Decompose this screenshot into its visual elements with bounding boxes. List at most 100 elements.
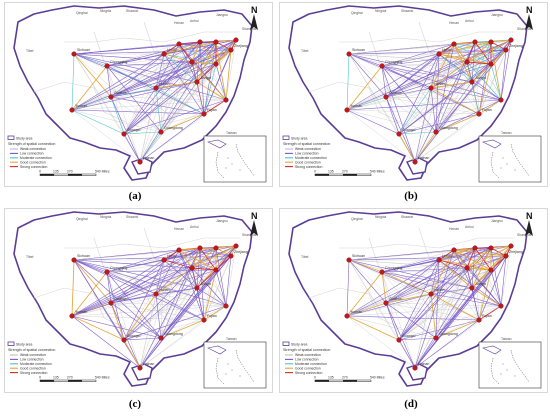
connection-line [500, 49, 507, 101]
connection-line [123, 39, 237, 135]
connection-line [430, 267, 468, 295]
city-label: Hunan [159, 288, 170, 292]
legend-boundary-label: Study area [291, 342, 308, 346]
city-node [344, 107, 350, 113]
connection-line [381, 65, 432, 89]
connection-line [430, 293, 502, 307]
legend-entry-label: Good connection [295, 366, 321, 370]
connection-line [196, 247, 201, 289]
city-node [498, 97, 504, 103]
connection-line [225, 39, 237, 101]
connection-line [160, 113, 205, 133]
city-node [476, 111, 482, 117]
province-boundary [64, 237, 240, 249]
connection-line [385, 259, 440, 304]
connection-line [215, 41, 227, 101]
connection-line [203, 99, 227, 115]
connection-line [471, 287, 502, 307]
city-node [396, 131, 402, 137]
city-label: Jiangxi [200, 282, 211, 286]
region-label: Qinghai [76, 11, 88, 15]
city-node [233, 243, 239, 249]
connection-line [106, 65, 157, 89]
connection-line [163, 249, 180, 261]
scale-tick-label: 0 [39, 170, 41, 174]
connection-line [199, 41, 232, 51]
connection-line [123, 259, 165, 341]
connection-line [106, 61, 193, 67]
connection-line [381, 43, 455, 67]
province-boundary [418, 227, 500, 299]
region-label: Anhui [465, 19, 474, 23]
connection-line [203, 41, 217, 115]
city-node [71, 257, 77, 263]
connection-line [500, 39, 512, 101]
inset-map [478, 341, 542, 389]
connection-line [471, 41, 492, 83]
connection-line [71, 53, 75, 111]
connection-line [500, 255, 507, 307]
connection-line [453, 249, 473, 289]
city-node [201, 317, 207, 323]
city-label: Chongqing [110, 60, 127, 64]
connection-line [139, 63, 217, 163]
city-label: Hubei [167, 254, 177, 258]
connection-line [438, 259, 502, 307]
connection-line [163, 259, 193, 269]
connection-line [385, 302, 502, 307]
connection-line [155, 293, 162, 339]
connection-line [160, 249, 180, 339]
scale-tick-label: 270 [342, 376, 348, 380]
connection-line [478, 41, 492, 115]
city-label: Guangxi [402, 128, 416, 132]
connection-line [453, 249, 492, 271]
city-node [472, 39, 478, 45]
city-label: Yunnan [350, 104, 362, 108]
city-node [161, 257, 167, 263]
legend: Study area Strength of spatial connection… [282, 341, 330, 375]
connection-line [385, 293, 432, 304]
connection-line [385, 96, 480, 115]
connection-line [139, 305, 227, 369]
connection-line [191, 245, 237, 269]
region-label: Jiangsu [216, 219, 228, 223]
city-label: Guizhou [389, 91, 402, 95]
connection-line [191, 41, 217, 63]
region-label: Henan [174, 227, 184, 231]
connection-line [139, 53, 165, 163]
scale-tick-label: 135 [328, 170, 334, 174]
connection-line [155, 293, 227, 307]
city-node [153, 291, 159, 297]
connection-line [215, 63, 227, 101]
province-boundary [64, 31, 240, 43]
connection-line [466, 247, 476, 269]
connection-line [398, 61, 468, 135]
scale-tick-label: 270 [67, 170, 73, 174]
connection-line [160, 319, 205, 339]
connection-line [139, 49, 232, 163]
city-label: Guangdong [439, 126, 458, 130]
north-label: N [526, 5, 533, 15]
city-label: Sichuan [77, 254, 90, 258]
connection-line [478, 305, 502, 321]
connection-line [106, 271, 227, 307]
connection-line [106, 65, 162, 133]
city-node [508, 37, 514, 43]
city-node [213, 245, 219, 251]
connection-line [196, 81, 227, 101]
connection-line [191, 247, 201, 269]
city-label: Hainan [418, 362, 429, 366]
city-node [488, 39, 494, 45]
connection-line [106, 43, 180, 67]
connection-line [73, 259, 141, 369]
city-node [346, 51, 352, 57]
region-label: Taiwan [501, 131, 512, 135]
connection-line [414, 249, 455, 369]
legend-entry-label: Good connection [20, 366, 46, 370]
connection-lines [346, 245, 512, 369]
connection-line [478, 269, 492, 321]
city-node [201, 111, 207, 117]
city-node [488, 267, 494, 273]
connection-line [490, 245, 512, 249]
city-node [412, 365, 418, 371]
